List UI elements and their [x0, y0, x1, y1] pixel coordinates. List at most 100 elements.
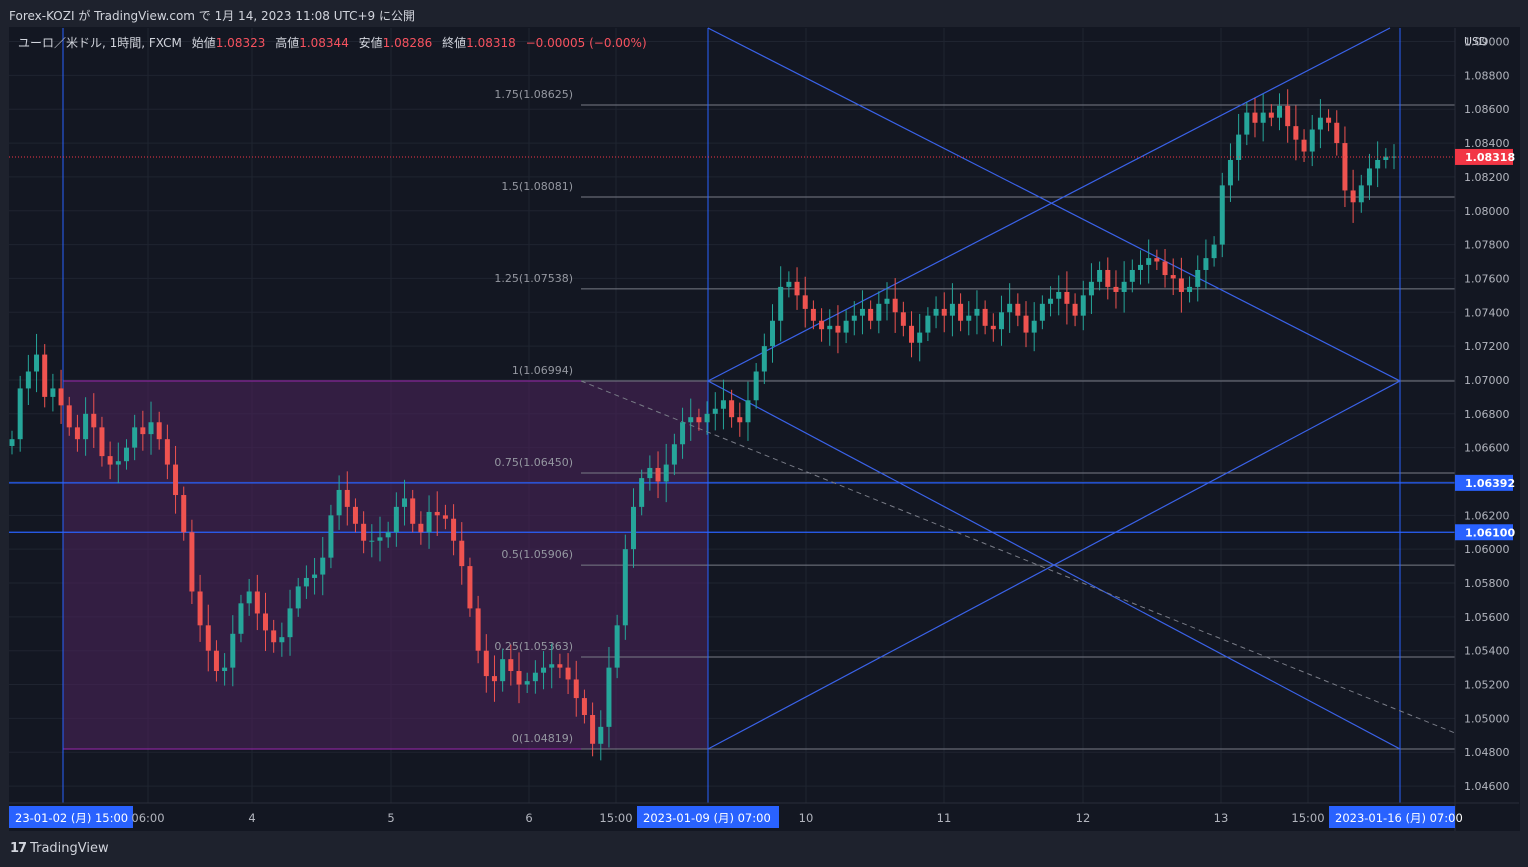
candle-body: [1072, 303, 1078, 316]
candle-body: [630, 506, 636, 550]
candle-body: [1162, 261, 1168, 276]
candle-body: [1105, 269, 1111, 287]
candle-body: [1342, 143, 1348, 191]
candle-body: [42, 354, 48, 397]
price-chart[interactable]: 1.75(1.08625) 1.5(1.08081) 1.25(1.07538) 1(…: [0, 0, 1528, 831]
fib-level-label: 1.5(1.08081): [501, 180, 573, 193]
candle-body: [647, 467, 653, 479]
candle-body: [516, 671, 522, 685]
candle-body: [1088, 281, 1094, 296]
price-tick-label: 1.09000: [1464, 36, 1510, 49]
candle-body: [810, 308, 816, 321]
candle-body: [1064, 291, 1070, 304]
candle-body: [573, 679, 579, 699]
candle-body: [1113, 286, 1119, 292]
price-tick-label: 1.07800: [1464, 239, 1510, 252]
candle-body: [17, 388, 23, 440]
candle-body: [1293, 126, 1299, 140]
candle-body: [491, 676, 497, 682]
candle-body: [958, 303, 964, 321]
candle-body: [442, 515, 448, 519]
candle-body: [483, 650, 489, 677]
candle-body: [164, 439, 170, 465]
low-label: 安値: [358, 36, 383, 50]
price-tick-label: 1.08000: [1464, 205, 1510, 218]
candle-body: [9, 439, 15, 446]
candle-body: [655, 467, 661, 482]
candle-body: [91, 413, 97, 428]
candle-body: [34, 354, 40, 372]
candle-body: [639, 478, 645, 507]
candle-body: [352, 506, 358, 524]
candle-body: [1334, 122, 1340, 144]
time-tick-label: 10: [799, 811, 814, 825]
candle-body: [1326, 117, 1332, 123]
time-tick-label: 11: [937, 811, 952, 825]
candle-body: [1023, 315, 1029, 333]
price-tick-label: 1.07400: [1464, 306, 1510, 319]
candle-body: [998, 312, 1004, 330]
time-tag-label: 2023-01-09 (月) 07:00: [643, 811, 771, 825]
price-tick-label: 1.05800: [1464, 577, 1510, 590]
candles: [9, 89, 1397, 761]
candle-body: [761, 346, 767, 372]
trend-line: [707, 27, 1391, 382]
candle-body: [606, 667, 612, 727]
candle-body: [704, 413, 710, 423]
candle-body: [794, 281, 800, 296]
candle-body: [1268, 112, 1274, 118]
candle-body: [1219, 185, 1225, 245]
candle-body: [949, 303, 955, 316]
candle-body: [720, 400, 726, 409]
candle-body: [426, 511, 432, 533]
trend-line: [707, 27, 1401, 382]
candle-body: [263, 613, 269, 631]
price-tick-label: 1.08400: [1464, 137, 1510, 150]
candle-body: [213, 650, 219, 672]
tradingview-logo-icon: 17: [10, 841, 27, 856]
price-tick-label: 1.05000: [1464, 712, 1510, 725]
candle-body: [541, 667, 547, 673]
candle-body: [900, 312, 906, 326]
candle-body: [712, 408, 718, 414]
time-axis: 23-01-02 (月) 15:00 06:00 4 5 6 15:00 2023-01-0…: [9, 806, 1463, 828]
price-tick-label: 1.06800: [1464, 408, 1510, 421]
candle-body: [557, 664, 563, 668]
candle-body: [25, 371, 31, 389]
candle-body: [1097, 269, 1103, 282]
price-tick-label: 1.05400: [1464, 645, 1510, 658]
candle-body: [1137, 264, 1143, 270]
candle-body: [271, 630, 277, 643]
candle-body: [320, 557, 326, 575]
price-tick-label: 1.08600: [1464, 103, 1510, 116]
high-label: 高値: [275, 36, 300, 50]
candle-body: [696, 417, 702, 423]
price-tag-bg: [1455, 148, 1513, 165]
open-value: 1.08323: [215, 36, 266, 50]
fib-extension: 1.75(1.08625) 1.5(1.08081) 1.25(1.07538) 1(…: [494, 88, 1455, 750]
candle-body: [434, 511, 440, 516]
tradingview-brand[interactable]: 17 TradingView: [10, 841, 109, 856]
candle-body: [1048, 298, 1054, 304]
candle-body: [246, 591, 252, 604]
fib-level-label: 0(1.04819): [512, 732, 573, 745]
candle-body: [328, 515, 334, 558]
candle-body: [312, 574, 318, 578]
time-tick-label: 15:00: [599, 811, 632, 825]
candle-body: [238, 603, 244, 634]
candle-body: [410, 498, 416, 524]
candle-body: [1277, 105, 1283, 118]
candle-body: [745, 400, 751, 423]
candle-body: [737, 417, 743, 423]
candle-body: [50, 388, 56, 397]
candle-body: [1187, 286, 1193, 292]
currency-label: USD: [1464, 35, 1488, 48]
trend-line: [707, 380, 1401, 750]
candle-body: [467, 566, 473, 609]
time-tag-bg: [9, 806, 133, 828]
candle-body: [917, 332, 923, 343]
candle-body: [385, 532, 391, 538]
candle-body: [336, 489, 342, 516]
price-tick-label: 1.05600: [1464, 611, 1510, 624]
price-tick-label: 1.04800: [1464, 746, 1510, 759]
